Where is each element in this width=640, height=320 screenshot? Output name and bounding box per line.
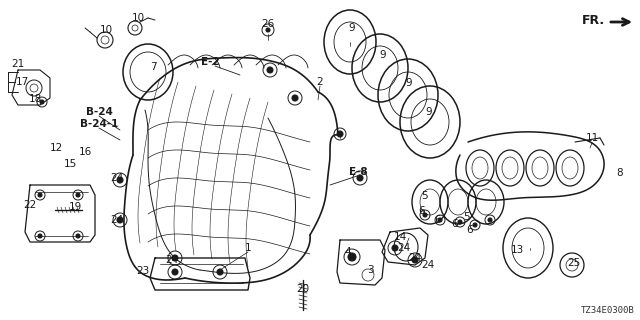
Circle shape	[217, 269, 223, 275]
Circle shape	[267, 67, 273, 73]
Text: B-24: B-24	[86, 107, 113, 117]
Text: 26: 26	[261, 19, 275, 29]
Circle shape	[76, 193, 80, 197]
Text: FR.: FR.	[582, 13, 605, 27]
Circle shape	[117, 177, 123, 183]
Text: 18: 18	[28, 94, 42, 104]
Text: 17: 17	[15, 77, 29, 87]
Circle shape	[38, 234, 42, 238]
Text: 6: 6	[452, 219, 458, 229]
Text: 5: 5	[464, 212, 470, 222]
Circle shape	[458, 220, 462, 224]
Text: 4: 4	[345, 247, 351, 257]
Text: 15: 15	[63, 159, 77, 169]
Circle shape	[76, 234, 80, 238]
Text: 11: 11	[586, 133, 598, 143]
Text: 9: 9	[426, 107, 432, 117]
Text: 6: 6	[467, 225, 474, 235]
Text: TZ34E0300B: TZ34E0300B	[581, 306, 635, 315]
Text: 9: 9	[349, 23, 355, 33]
Text: B-24-1: B-24-1	[80, 119, 118, 129]
Circle shape	[488, 218, 492, 222]
Circle shape	[172, 269, 178, 275]
Text: 19: 19	[68, 202, 82, 212]
Text: 20: 20	[296, 284, 310, 294]
Text: 24: 24	[408, 253, 422, 263]
Text: 1: 1	[244, 243, 252, 253]
Text: 24: 24	[421, 260, 435, 270]
Text: E-8: E-8	[349, 167, 367, 177]
Text: 7: 7	[150, 62, 156, 72]
Text: 14: 14	[394, 232, 406, 242]
Text: 24: 24	[110, 215, 124, 225]
Text: 12: 12	[49, 143, 63, 153]
Text: 16: 16	[78, 147, 92, 157]
Text: 9: 9	[406, 78, 412, 88]
Text: 10: 10	[131, 13, 145, 23]
Circle shape	[357, 175, 363, 181]
Text: 22: 22	[24, 200, 36, 210]
Text: 23: 23	[136, 266, 150, 276]
Circle shape	[438, 218, 442, 222]
Circle shape	[412, 257, 418, 263]
Text: 13: 13	[510, 245, 524, 255]
Text: E-2: E-2	[201, 57, 220, 67]
Circle shape	[348, 253, 356, 261]
Circle shape	[292, 95, 298, 101]
Text: 24: 24	[397, 243, 411, 253]
Circle shape	[38, 193, 42, 197]
Text: 9: 9	[380, 50, 387, 60]
Circle shape	[40, 100, 44, 104]
Text: 6: 6	[435, 215, 442, 225]
Text: 5: 5	[422, 191, 428, 201]
Text: 24: 24	[165, 255, 179, 265]
Circle shape	[117, 217, 123, 223]
Text: 10: 10	[99, 25, 113, 35]
Text: 21: 21	[12, 59, 24, 69]
Text: 6: 6	[419, 206, 426, 216]
Text: 3: 3	[367, 265, 373, 275]
Circle shape	[392, 245, 398, 251]
Text: 8: 8	[617, 168, 623, 178]
Circle shape	[172, 255, 178, 261]
Circle shape	[337, 131, 343, 137]
Circle shape	[473, 223, 477, 227]
Circle shape	[423, 213, 427, 217]
Circle shape	[266, 28, 270, 32]
Text: 25: 25	[568, 258, 580, 268]
Text: 2: 2	[317, 77, 323, 87]
Text: 24: 24	[110, 173, 124, 183]
